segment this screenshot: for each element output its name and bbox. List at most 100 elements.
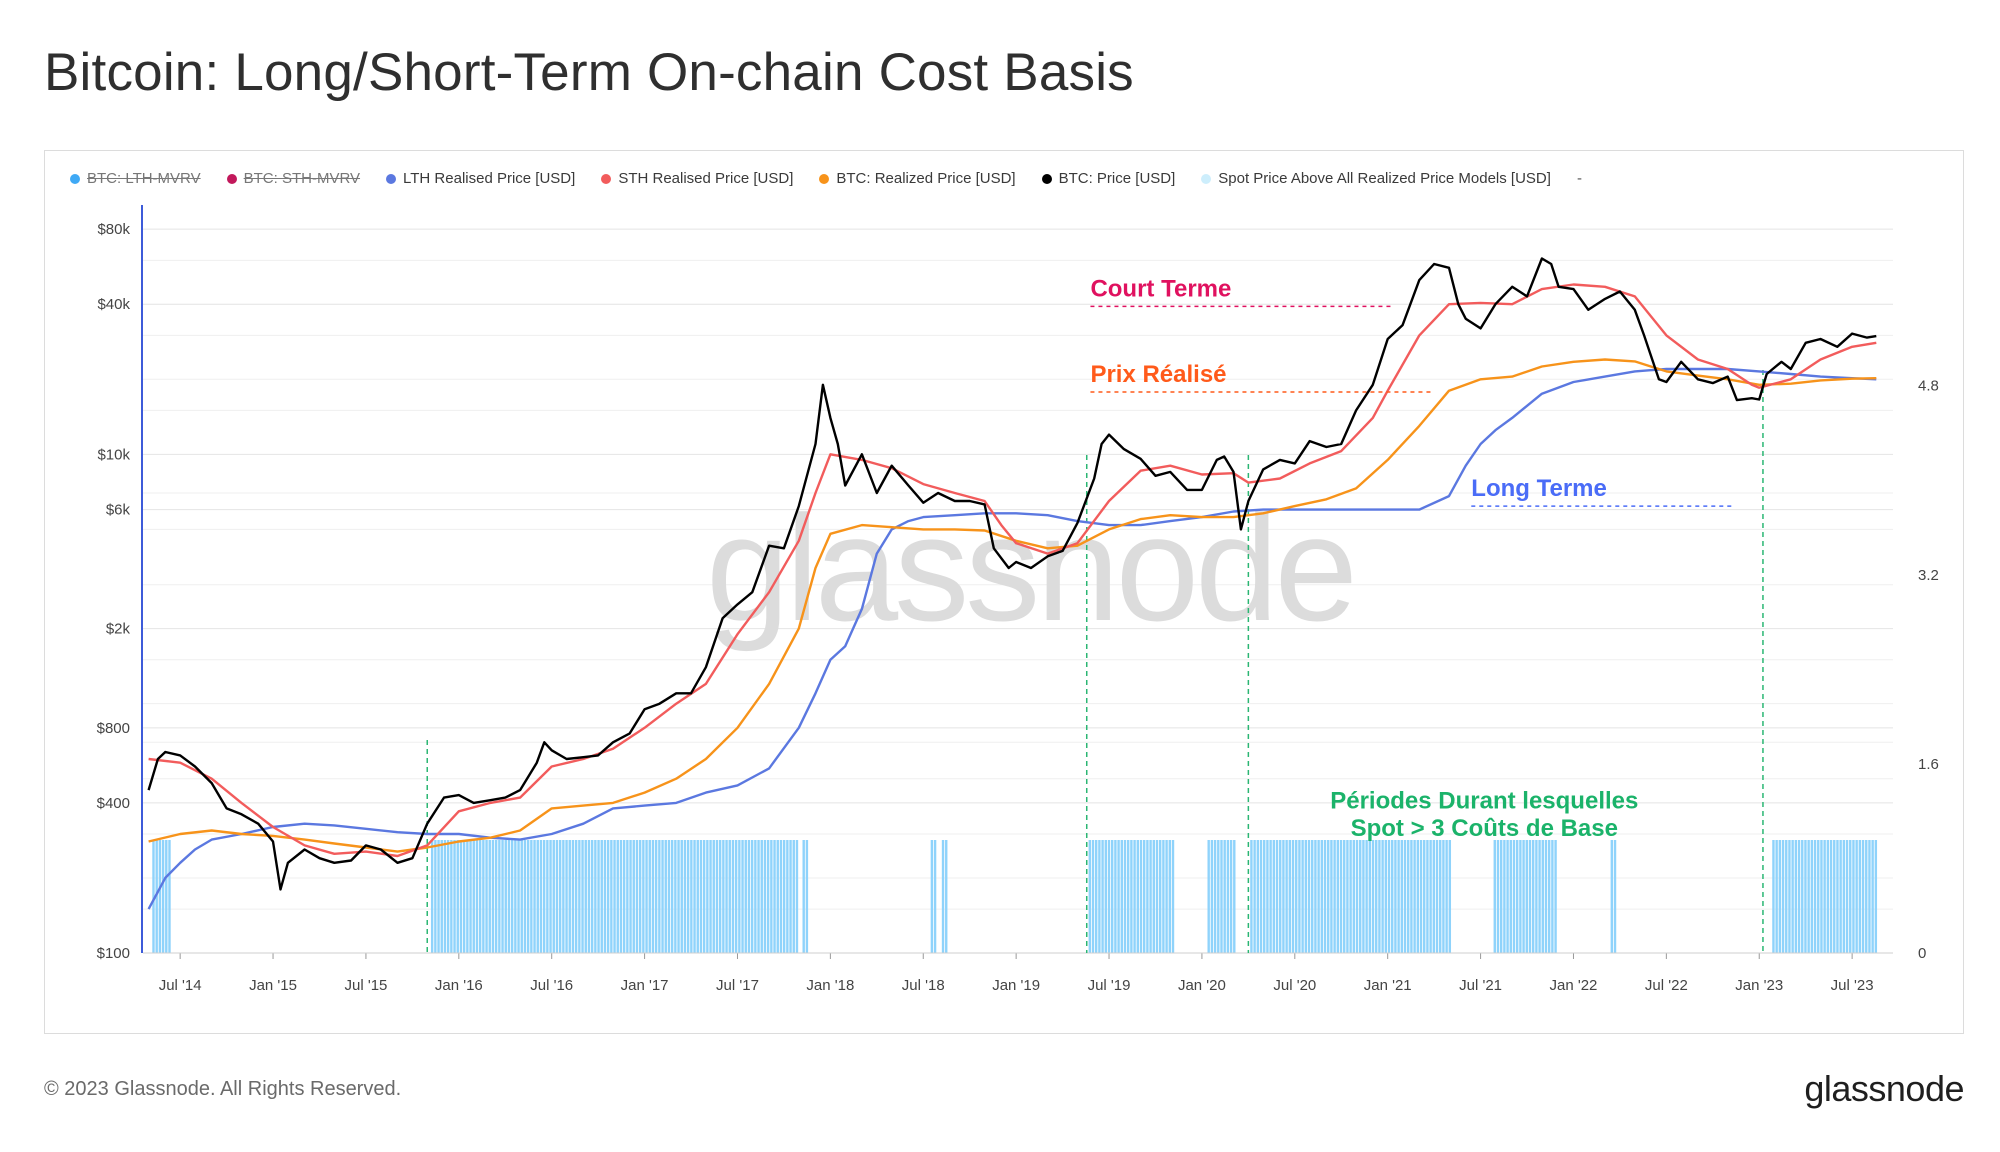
spot-above-bar xyxy=(1804,840,1807,953)
spot-above-bar xyxy=(1852,840,1855,953)
spot-above-bar xyxy=(462,840,466,953)
spot-above-bar xyxy=(744,840,747,953)
spot-above-bar xyxy=(1250,840,1253,953)
annotation-label: Prix Réalisé xyxy=(1090,361,1226,388)
legend-label: BTC: STH-MVRV xyxy=(243,170,361,187)
legend-item-2[interactable]: LTH Realised Price [USD] xyxy=(386,170,575,187)
spot-above-bar xyxy=(1352,840,1356,953)
spot-above-bar xyxy=(152,840,155,953)
spot-above-bar xyxy=(488,840,491,953)
spot-above-bar xyxy=(1391,840,1394,953)
legend-label: BTC: LTH-MVRV xyxy=(87,170,201,187)
spot-above-bar xyxy=(702,840,706,953)
spot-above-bar xyxy=(1413,840,1416,953)
spot-above-bar xyxy=(1378,840,1381,953)
spot-above-bar xyxy=(1810,840,1814,953)
spot-above-bar xyxy=(709,840,712,953)
spot-above-bar xyxy=(1826,840,1830,953)
spot-above-bar xyxy=(594,840,597,953)
spot-above-bar xyxy=(782,840,786,953)
spot-above-bar xyxy=(779,840,783,953)
spot-above-bar xyxy=(1139,840,1143,953)
legend-trailing-dash: - xyxy=(1576,170,1582,187)
spot-above-bar xyxy=(552,840,555,953)
series-line xyxy=(148,358,1877,853)
spot-above-bar xyxy=(1842,840,1846,953)
spot-above-bar xyxy=(1788,840,1791,953)
legend-marker-icon xyxy=(386,173,397,184)
spot-above-bar xyxy=(1423,840,1426,953)
legend-item-4[interactable]: BTC: Realized Price [USD] xyxy=(819,170,1016,187)
legend-item-6[interactable]: Spot Price Above All Realized Price Mode… xyxy=(1201,170,1551,187)
spot-above-bar xyxy=(1371,840,1375,953)
spot-above-bar xyxy=(1142,840,1146,953)
page-title: Bitcoin: Long/Short-Term On-chain Cost B… xyxy=(44,43,1134,102)
spot-above-bar xyxy=(565,840,568,953)
spot-above-bar xyxy=(568,840,571,953)
annotation-label: Court Terme xyxy=(1090,275,1231,302)
spot-above-bar xyxy=(645,840,648,953)
spot-above-bar xyxy=(1538,840,1541,953)
spot-above-bar xyxy=(728,840,731,953)
glassnode-logo: glassnode xyxy=(1804,1068,1964,1109)
spot-above-bar xyxy=(1285,840,1288,953)
x-tick-label: Jul '15 xyxy=(344,977,387,994)
spot-above-bar xyxy=(1136,840,1139,953)
legend-item-0[interactable]: BTC: LTH-MVRV xyxy=(70,170,201,187)
legend-marker-icon xyxy=(226,173,237,184)
x-tick-label: Jan '15 xyxy=(249,977,297,994)
spot-above-bar xyxy=(715,840,719,953)
y-tick-label: $6k xyxy=(106,502,131,519)
spot-above-bar xyxy=(629,840,632,953)
y-tick-label: $800 xyxy=(97,720,130,737)
spot-above-bar xyxy=(475,840,479,953)
chart-legend: BTC: LTH-MVRV BTC: STH-MVRV LTH Realised P… xyxy=(70,170,1582,187)
spot-above-bar xyxy=(1149,840,1152,953)
spot-above-bar xyxy=(1829,840,1833,953)
spot-above-bar xyxy=(1088,840,1091,953)
spot-above-bar xyxy=(757,840,760,953)
spot-above-bar xyxy=(1506,840,1509,953)
spot-above-bar xyxy=(1295,840,1298,953)
spot-above-bar xyxy=(1839,840,1842,953)
spot-above-bar xyxy=(677,840,680,953)
x-tick-label: Jul '20 xyxy=(1273,977,1316,994)
spot-above-bar xyxy=(638,840,642,953)
spot-above-bar xyxy=(616,840,619,953)
y-tick-label: $100 xyxy=(97,945,130,962)
spot-above-bar xyxy=(1874,840,1878,953)
legend-item-3[interactable]: STH Realised Price [USD] xyxy=(601,170,793,187)
spot-above-bar xyxy=(1152,840,1155,953)
spot-above-bar xyxy=(1778,840,1782,953)
legend-item-1[interactable]: BTC: STH-MVRV xyxy=(226,170,361,187)
spot-above-bar xyxy=(1836,840,1839,953)
spot-above-bar xyxy=(1123,840,1127,953)
x-tick-label: Jan '19 xyxy=(992,977,1040,994)
spot-above-bar xyxy=(1327,840,1330,953)
spot-above-bar xyxy=(933,840,937,953)
spot-above-bar xyxy=(1419,840,1423,953)
spot-above-bar xyxy=(945,840,948,953)
spot-above-bar xyxy=(1772,840,1775,953)
spot-above-bar xyxy=(482,840,485,953)
spot-above-bar xyxy=(795,840,799,953)
spot-above-bar xyxy=(485,840,488,953)
legend-label: STH Realised Price [USD] xyxy=(618,170,794,187)
spot-above-bar xyxy=(686,840,690,953)
spot-above-bar xyxy=(1403,840,1407,953)
spot-above-bar xyxy=(574,840,578,953)
x-tick-label: Jul '16 xyxy=(530,977,573,994)
spot-above-bar xyxy=(1368,840,1372,953)
legend-marker-icon xyxy=(819,173,830,184)
x-tick-label: Jan '22 xyxy=(1550,977,1598,994)
spot-above-bar xyxy=(802,840,805,953)
spot-above-bar xyxy=(1407,840,1410,953)
spot-above-bar xyxy=(1253,840,1256,953)
spot-above-bar xyxy=(706,840,709,953)
spot-above-bar xyxy=(158,840,162,953)
x-tick-label: Jan '20 xyxy=(1178,977,1226,994)
legend-item-5[interactable]: BTC: Price [USD] xyxy=(1041,170,1175,187)
spot-above-bar xyxy=(1114,840,1117,953)
x-tick-label: Jan '18 xyxy=(806,977,854,994)
spot-above-bar xyxy=(472,840,475,953)
